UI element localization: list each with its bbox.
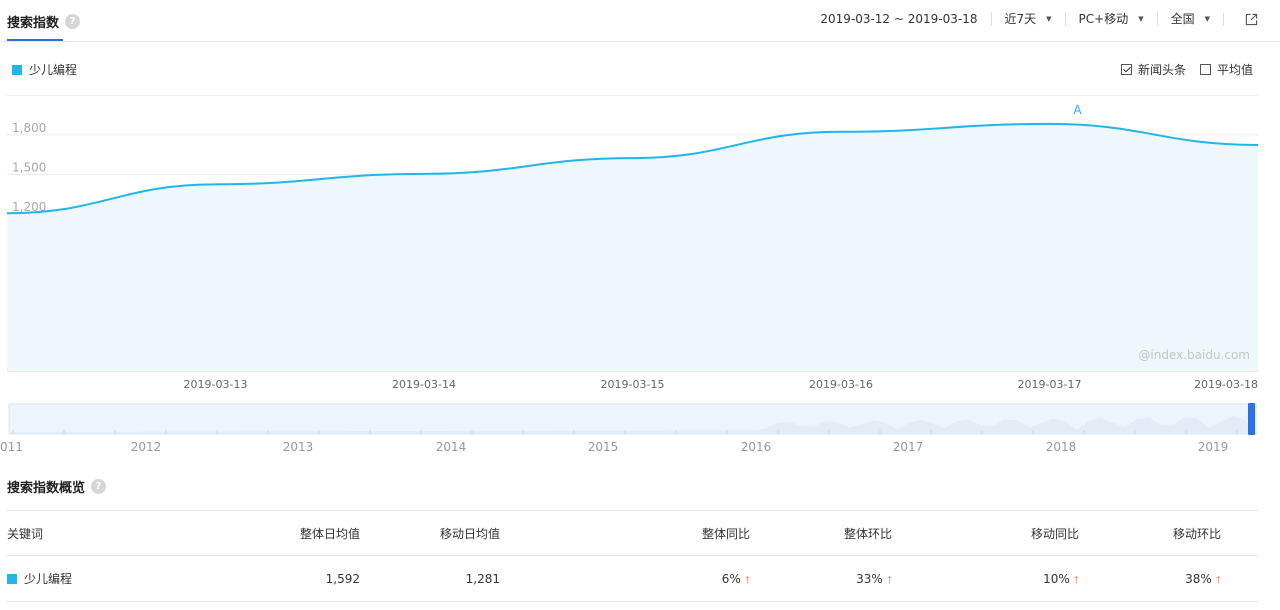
- legend-keyword: 少儿编程: [29, 63, 78, 77]
- navigator-year-label: 2012: [131, 440, 162, 454]
- keyword-swatch: [7, 574, 17, 584]
- news-headline-checkbox[interactable]: 新闻头条: [1120, 61, 1186, 78]
- navigator-year-label: 2014: [436, 440, 467, 454]
- checkbox-empty-icon: [1199, 64, 1211, 75]
- overall-yoy-value: 6%: [721, 572, 741, 586]
- y-tick-label: 2,100: [12, 95, 46, 96]
- x-tick-label: 2019-03-17: [1018, 378, 1082, 391]
- chart-controls: 2019-03-12 ~ 2019-03-18 近7天 ▼ PC+移动 ▼ 全国…: [807, 0, 1258, 38]
- x-tick-label: 2019-03-16: [809, 378, 873, 391]
- news-headline-label: 新闻头条: [1137, 63, 1186, 77]
- date-range-picker[interactable]: 2019-03-12 ~ 2019-03-18: [807, 12, 990, 26]
- navigator-year-label: 2015: [588, 440, 619, 454]
- y-tick-label: 1,200: [12, 200, 46, 214]
- arrow-up-icon: 🡑: [744, 575, 750, 586]
- navigator-handle[interactable]: [1248, 403, 1255, 435]
- region-select[interactable]: 全国 ▼: [1156, 12, 1223, 26]
- search-index-chart[interactable]: 2,1001,8001,5001,2009006003002019-03-132…: [0, 95, 1262, 395]
- navigator-year-label: 2019: [1198, 440, 1229, 454]
- average-checkbox[interactable]: 平均值: [1199, 61, 1253, 78]
- table-header: 关键词 整体日均值 移动日均值 整体同比 整体环比 移动同比 移动环比: [7, 510, 1258, 556]
- tab-search-index[interactable]: 搜索指数 ?: [7, 0, 81, 42]
- question-circle-icon[interactable]: ?: [91, 479, 107, 494]
- row-mobile-mom: 38% 🡑: [1185, 556, 1221, 602]
- x-tick-label: 2019-03-15: [601, 378, 665, 391]
- watermark-text: @index.baidu.com: [1138, 348, 1250, 362]
- date-range-label: 2019-03-12 ~ 2019-03-18: [820, 12, 978, 26]
- row-keyword: 少儿编程: [7, 556, 72, 602]
- row-mobile-avg: 1,281: [465, 572, 500, 586]
- caret-down-icon: ▼: [1204, 15, 1210, 23]
- row-overall-avg: 1,592: [325, 572, 360, 586]
- checkbox-checked-icon: [1120, 64, 1132, 75]
- header: 搜索指数 ? 2019-03-12 ~ 2019-03-18 近7天 ▼ PC+…: [0, 0, 1280, 42]
- y-tick-label: 1,800: [12, 121, 46, 135]
- period-select[interactable]: 近7天 ▼: [990, 12, 1065, 26]
- overall-mom-value: 33%: [856, 572, 883, 586]
- overview-table: 关键词 整体日均值 移动日均值 整体同比 整体环比 移动同比 移动环比 少儿编程…: [7, 510, 1258, 602]
- caret-down-icon: ▼: [1138, 15, 1144, 23]
- region-label: 全国: [1170, 12, 1195, 26]
- col-mobile-yoy: 移动同比: [1030, 527, 1079, 541]
- navigator-year-label: 2017: [893, 440, 924, 454]
- navigator-year-label: 011: [0, 440, 23, 454]
- device-select[interactable]: PC+移动 ▼: [1064, 12, 1157, 26]
- export-button[interactable]: [1223, 12, 1258, 26]
- navigator-silhouette: [9, 416, 1256, 434]
- navigator-year-label: 2016: [741, 440, 772, 454]
- x-tick-label: 2019-03-18: [1194, 378, 1258, 391]
- average-label: 平均值: [1216, 63, 1253, 77]
- arrow-up-icon: 🡑: [1215, 575, 1221, 586]
- range-navigator[interactable]: 011 2012 2013 2014 2015 2016 2017 2018 2019: [0, 398, 1280, 460]
- annotation-marker[interactable]: A: [1073, 103, 1082, 117]
- x-tick-label: 2019-03-13: [184, 378, 248, 391]
- x-tick-label: 2019-03-14: [392, 378, 456, 391]
- table-row: 少儿编程 1,592 1,281 6% 🡑 33% 🡑 10% 🡑 38% 🡑: [7, 556, 1258, 602]
- col-overall-yoy: 整体同比: [701, 527, 750, 541]
- mobile-yoy-value: 10%: [1043, 572, 1070, 586]
- overview-title-text: 搜索指数概览: [7, 481, 86, 496]
- row-overall-mom: 33% 🡑: [856, 556, 892, 602]
- row-overall-yoy: 6% 🡑: [722, 556, 750, 602]
- series-line: [6, 122, 1259, 215]
- arrow-up-icon: 🡑: [1073, 575, 1079, 586]
- legend-swatch: [12, 64, 22, 75]
- mobile-mom-value: 38%: [1185, 572, 1212, 586]
- caret-down-icon: ▼: [1046, 15, 1052, 23]
- device-label: PC+移动: [1078, 12, 1129, 26]
- navigator-year-label: 2018: [1046, 440, 1077, 454]
- overview-title: 搜索指数概览 ?: [7, 477, 107, 496]
- row-keyword-text: 少儿编程: [24, 572, 73, 586]
- col-overall-mom: 整体环比: [843, 527, 892, 541]
- col-overall-avg: 整体日均值: [299, 527, 360, 541]
- chart-legend[interactable]: 少儿编程: [12, 61, 77, 78]
- page-title: 搜索指数: [7, 15, 60, 31]
- chart-toggles: 新闻头条 平均值: [1120, 61, 1253, 78]
- active-tab-underline: [7, 39, 63, 41]
- question-circle-icon[interactable]: ?: [65, 13, 81, 29]
- series-area: [7, 123, 1258, 372]
- arrow-up-icon: 🡑: [886, 575, 892, 586]
- external-link-icon: [1245, 13, 1258, 25]
- navigator-year-label: 2013: [283, 440, 314, 454]
- y-tick-label: 1,500: [12, 160, 46, 174]
- col-keyword: 关键词: [7, 527, 44, 541]
- row-mobile-yoy: 10% 🡑: [1043, 556, 1079, 602]
- col-mobile-avg: 移动日均值: [439, 527, 500, 541]
- period-label: 近7天: [1004, 12, 1037, 26]
- col-mobile-mom: 移动环比: [1172, 527, 1221, 541]
